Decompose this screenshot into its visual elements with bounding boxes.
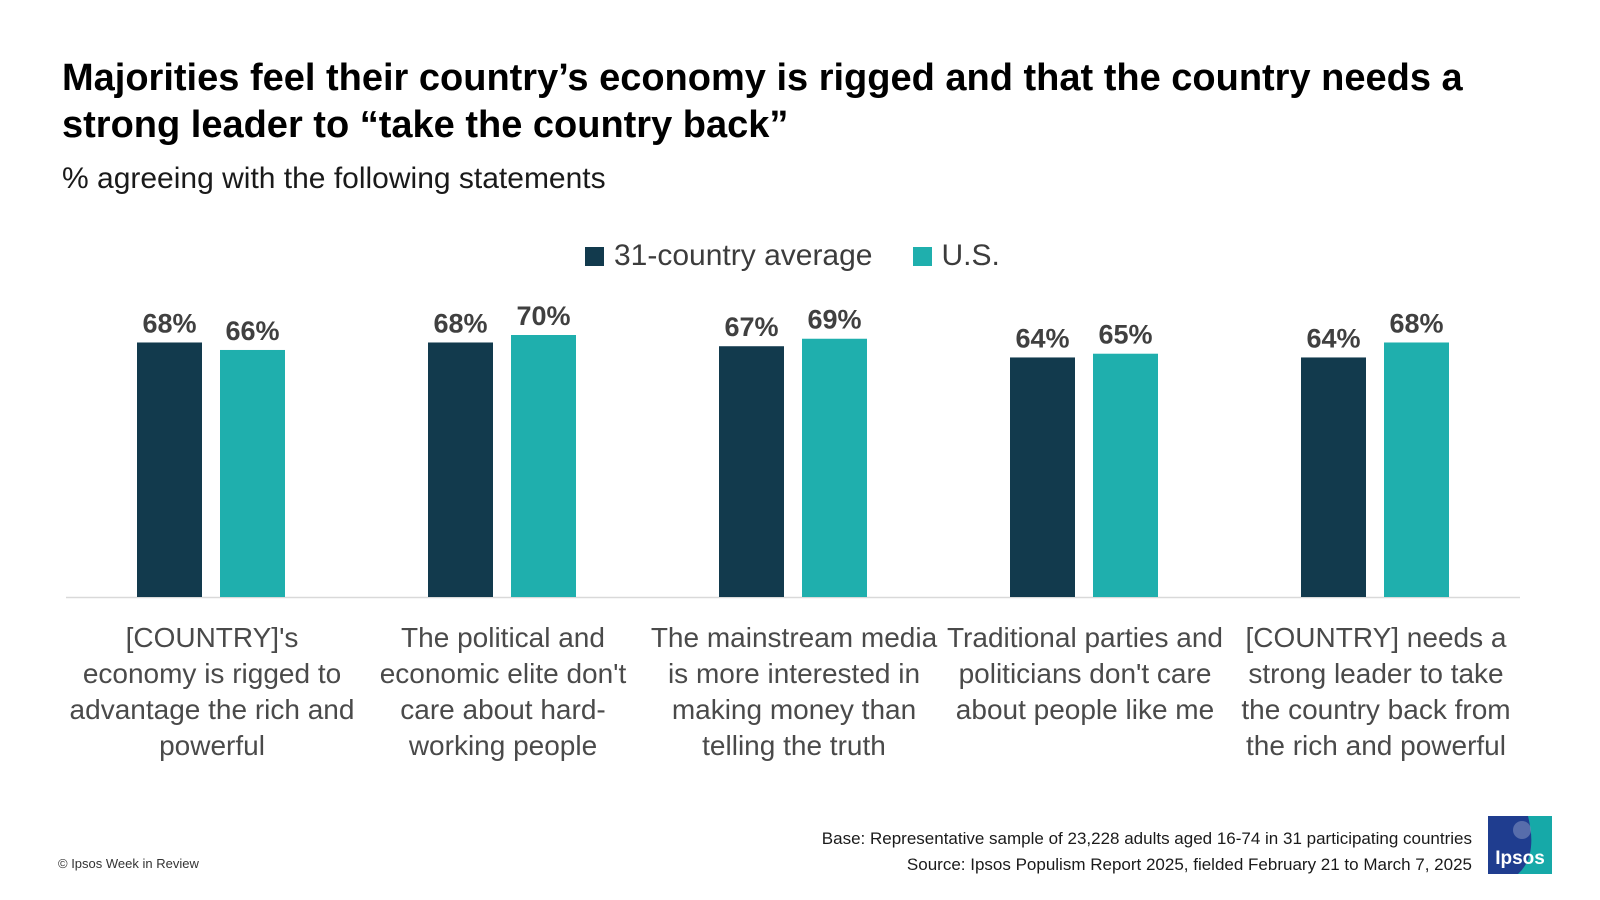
legend-item-us: U.S. bbox=[912, 239, 1000, 273]
bar bbox=[137, 342, 202, 597]
legend-swatch-average bbox=[585, 246, 604, 266]
category-label: The political and economic elite don't c… bbox=[379, 622, 627, 761]
data-label: 64% bbox=[1306, 323, 1360, 353]
data-label: 65% bbox=[1098, 320, 1152, 350]
data-label: 68% bbox=[1389, 308, 1443, 338]
copyright-text: © Ipsos Week in Review bbox=[58, 856, 199, 871]
legend-label-average: 31-country average bbox=[614, 239, 873, 272]
category-label: [COUNTRY] needs a strong leader to take … bbox=[1241, 622, 1511, 761]
bar bbox=[220, 349, 285, 597]
data-label: 66% bbox=[225, 316, 279, 346]
legend: 31-country average U.S. bbox=[585, 238, 1040, 274]
bar bbox=[428, 342, 493, 597]
category-label: Traditional parties and politicians don'… bbox=[946, 622, 1223, 725]
bar bbox=[719, 346, 784, 597]
legend-label-us: U.S. bbox=[941, 239, 1000, 272]
base-text: Base: Representative sample of 23,228 ad… bbox=[821, 829, 1472, 848]
data-label: 69% bbox=[807, 305, 861, 335]
source-note: Base: Representative sample of 23,228 ad… bbox=[822, 826, 1472, 878]
bar bbox=[802, 338, 867, 597]
data-label: 64% bbox=[1015, 323, 1069, 353]
data-label: 67% bbox=[724, 312, 778, 342]
chart-title: Majorities feel their country’s economy … bbox=[62, 57, 1463, 146]
logo-text: Ipsos bbox=[1495, 848, 1545, 869]
bar bbox=[1093, 353, 1158, 597]
category-label: [COUNTRY]'s economy is rigged to advanta… bbox=[69, 622, 355, 761]
data-label: 68% bbox=[433, 308, 487, 338]
bar bbox=[511, 335, 576, 597]
chart-subtitle: % agreeing with the following statements bbox=[62, 162, 606, 195]
ipsos-logo: Ipsos bbox=[1488, 816, 1552, 874]
bar bbox=[1384, 342, 1449, 597]
source-text: Source: Ipsos Populism Report 2025, fiel… bbox=[906, 855, 1472, 874]
category-label: The mainstream media is more interested … bbox=[650, 622, 938, 761]
bar bbox=[1010, 357, 1075, 597]
legend-swatch-us bbox=[912, 246, 932, 266]
legend-item-average: 31-country average bbox=[585, 239, 873, 273]
bar bbox=[1301, 357, 1366, 597]
data-label: 70% bbox=[516, 301, 570, 331]
data-label: 68% bbox=[142, 308, 196, 338]
